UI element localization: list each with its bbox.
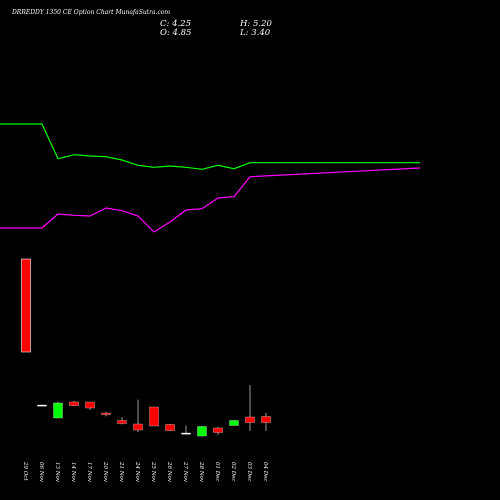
- candle-body-7: [133, 423, 143, 431]
- x-tick-label: 14 Nov: [70, 462, 76, 483]
- candle-body-12: [213, 427, 223, 433]
- x-tick-label: 03 Dec: [246, 462, 252, 482]
- candle-body-10: [181, 432, 191, 435]
- x-tick-label: 29 Oct: [22, 461, 28, 481]
- ma-line-1: [0, 167, 421, 233]
- volume-layer: [21, 258, 31, 353]
- x-tick-label: 02 Dec: [230, 462, 236, 482]
- candle-body-3: [69, 401, 79, 406]
- x-tick-label: 20 Nov: [102, 461, 108, 483]
- low-value: L: 3.40: [240, 28, 271, 38]
- candle-body-4: [85, 401, 95, 409]
- candle-body-2: [53, 402, 63, 419]
- x-tick-label: 21 Nov: [118, 461, 124, 483]
- candle-body-8: [149, 406, 159, 427]
- x-tick-label: 06 Nov: [38, 462, 44, 483]
- chart-title: DRREDDY 1350 CE Option Chart MunafaSutra…: [12, 9, 171, 16]
- candle-body-5: [101, 412, 111, 415]
- candle-body-14: [245, 416, 255, 423]
- candle-layer: [37, 385, 271, 437]
- x-tick-label: 27 Nov: [182, 461, 188, 483]
- x-tick-label: 04 Dec: [262, 462, 268, 482]
- open-value: O: 4.85: [160, 28, 192, 38]
- candle-body-11: [197, 426, 207, 437]
- volume-bar-0: [21, 258, 31, 353]
- high-value: H: 5.20: [240, 19, 272, 29]
- ma-line-0: [0, 123, 420, 170]
- x-tick-label: 28 Nov: [198, 461, 204, 483]
- x-tick-label: 17 Nov: [86, 462, 92, 483]
- candle-body-6: [117, 420, 127, 424]
- x-axis-labels: 29 Oct 06 Nov 13 Nov 14 Nov 17 Nov 20 Nov 21 N…: [22, 461, 268, 483]
- candle-body-9: [165, 424, 175, 431]
- candle-body-13: [229, 420, 239, 426]
- x-tick-label: 25 Nov: [150, 461, 156, 483]
- x-tick-label: 24 Nov: [134, 461, 140, 483]
- close-value: C: 4.25: [160, 19, 191, 29]
- candle-body-1: [37, 404, 47, 407]
- moving-average-layer: [0, 123, 421, 233]
- candle-body-15: [261, 416, 271, 423]
- x-tick-label: 26 Nov: [166, 461, 172, 483]
- x-tick-label: 13 Nov: [54, 462, 60, 483]
- x-tick-label: 01 Dec: [214, 462, 220, 482]
